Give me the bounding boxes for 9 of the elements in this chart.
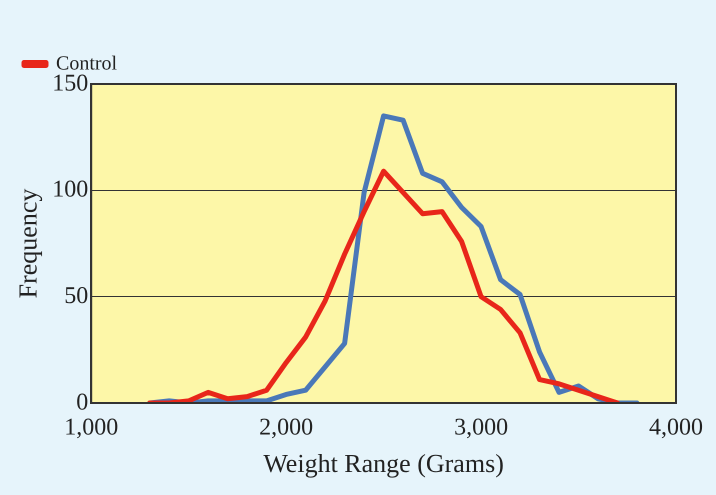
- x-tick-label: 3,000: [454, 414, 508, 441]
- y-tick-label: 50: [64, 282, 88, 309]
- y-axis-title: Frequency: [13, 188, 42, 298]
- x-tick-label: 2,000: [259, 414, 314, 441]
- x-tick-label: 4,000: [649, 414, 703, 441]
- x-axis-title: Weight Range (Grams): [263, 449, 504, 478]
- y-tick-label: 0: [76, 389, 88, 416]
- y-tick-label: 100: [52, 176, 88, 203]
- x-tick-label: 1,000: [64, 414, 118, 441]
